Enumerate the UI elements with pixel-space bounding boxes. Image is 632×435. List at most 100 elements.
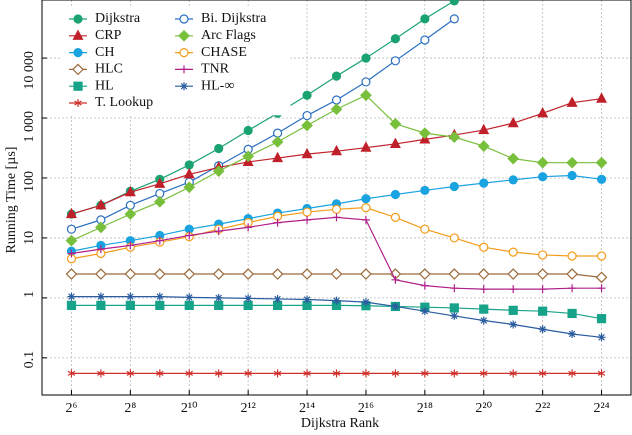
marker bbox=[421, 369, 429, 378]
marker bbox=[391, 275, 400, 284]
marker bbox=[183, 268, 196, 280]
marker bbox=[331, 144, 342, 156]
marker bbox=[536, 268, 549, 280]
legend-marker bbox=[72, 29, 84, 40]
legend-marker bbox=[180, 82, 188, 91]
marker bbox=[361, 298, 370, 307]
marker bbox=[390, 189, 400, 200]
marker bbox=[450, 284, 459, 293]
legend-marker bbox=[180, 65, 188, 74]
marker bbox=[183, 181, 196, 194]
marker bbox=[361, 215, 370, 224]
y-tick-label: 0.1 bbox=[22, 351, 37, 369]
marker bbox=[479, 242, 489, 252]
marker bbox=[125, 300, 135, 310]
y-tick-label: 1 bbox=[22, 291, 37, 298]
marker bbox=[509, 320, 518, 329]
marker bbox=[538, 369, 547, 378]
marker bbox=[477, 268, 490, 280]
marker bbox=[95, 268, 107, 280]
marker bbox=[420, 35, 430, 45]
marker bbox=[507, 116, 519, 128]
marker bbox=[97, 369, 105, 378]
marker bbox=[597, 333, 606, 342]
marker bbox=[155, 236, 164, 245]
marker bbox=[244, 223, 253, 232]
marker bbox=[332, 296, 341, 305]
marker bbox=[478, 123, 490, 135]
marker bbox=[153, 195, 166, 208]
marker bbox=[449, 0, 459, 6]
marker bbox=[507, 268, 520, 280]
marker bbox=[301, 147, 313, 159]
marker bbox=[567, 170, 577, 181]
legend-label: CH bbox=[95, 45, 114, 60]
marker bbox=[302, 90, 312, 100]
marker bbox=[332, 369, 341, 378]
legend-label: HL-∞ bbox=[201, 78, 234, 93]
y-tick-label: 10 000 bbox=[22, 51, 37, 89]
marker bbox=[420, 224, 430, 234]
marker bbox=[420, 185, 430, 196]
marker bbox=[303, 369, 311, 378]
marker bbox=[271, 136, 284, 148]
marker bbox=[479, 316, 488, 325]
legend-marker bbox=[179, 47, 189, 58]
marker bbox=[273, 128, 283, 138]
marker bbox=[243, 125, 253, 136]
marker bbox=[538, 285, 547, 294]
marker bbox=[536, 156, 549, 169]
marker bbox=[126, 369, 135, 378]
marker bbox=[95, 221, 107, 234]
marker bbox=[390, 56, 400, 66]
legend-label: Bi. Dijkstra bbox=[201, 11, 267, 26]
y-tick-label: 100 bbox=[22, 171, 37, 192]
marker bbox=[596, 314, 607, 324]
legend-label: Dijkstra bbox=[95, 11, 141, 26]
marker bbox=[566, 268, 578, 280]
marker bbox=[185, 231, 194, 240]
marker bbox=[477, 140, 490, 152]
x-tick-label: 2¹⁰ bbox=[181, 401, 198, 416]
x-tick-label: 2²⁴ bbox=[594, 401, 610, 416]
legend-label: CHASE bbox=[201, 45, 247, 60]
legend-marker bbox=[179, 14, 189, 24]
marker bbox=[301, 119, 313, 132]
marker bbox=[184, 300, 194, 310]
marker bbox=[330, 103, 343, 116]
marker bbox=[124, 268, 137, 280]
marker bbox=[124, 208, 137, 220]
plot-area bbox=[65, 0, 608, 378]
marker bbox=[567, 308, 577, 319]
marker bbox=[361, 53, 371, 63]
marker bbox=[419, 127, 431, 139]
marker bbox=[508, 175, 518, 185]
marker bbox=[214, 369, 223, 378]
legend-marker bbox=[72, 63, 84, 76]
marker bbox=[391, 302, 400, 311]
marker bbox=[537, 106, 549, 118]
marker bbox=[126, 292, 135, 301]
marker bbox=[96, 300, 106, 310]
marker bbox=[508, 305, 518, 315]
series-line bbox=[71, 0, 455, 215]
marker bbox=[244, 294, 253, 303]
marker bbox=[420, 307, 429, 316]
marker bbox=[185, 293, 194, 302]
marker bbox=[155, 300, 165, 310]
marker bbox=[126, 241, 135, 250]
marker bbox=[420, 14, 430, 24]
marker bbox=[156, 369, 164, 378]
marker bbox=[331, 204, 342, 214]
marker bbox=[302, 207, 312, 217]
marker bbox=[155, 292, 164, 301]
marker bbox=[568, 369, 576, 378]
marker bbox=[568, 284, 577, 293]
marker bbox=[509, 369, 517, 378]
y-tick-label: 10 bbox=[22, 231, 37, 245]
x-axis-label: Dijkstra Rank bbox=[301, 416, 379, 431]
marker bbox=[360, 268, 372, 280]
marker bbox=[391, 369, 400, 378]
x-tick-label: 2¹⁸ bbox=[417, 401, 433, 416]
marker bbox=[303, 295, 312, 304]
